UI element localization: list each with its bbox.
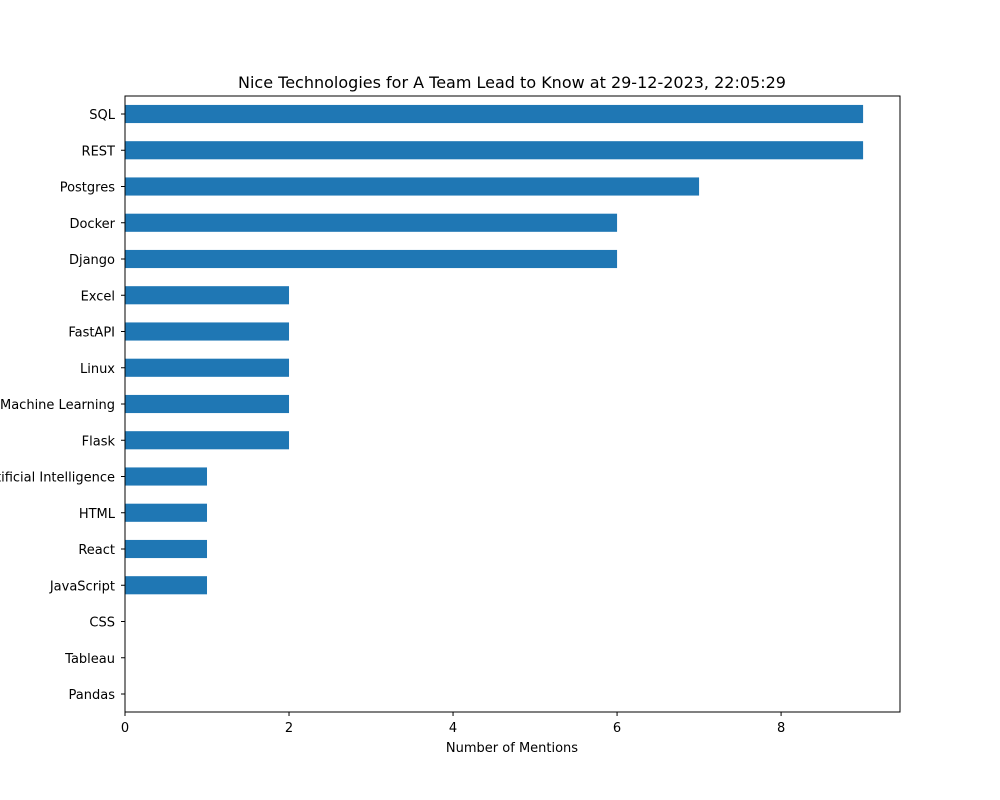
bar-sql bbox=[125, 104, 864, 124]
bar-machine-learning bbox=[125, 394, 290, 414]
y-tick-label: Docker bbox=[69, 217, 115, 232]
y-tick-label: CSS bbox=[89, 616, 115, 631]
y-tick-label: Linux bbox=[80, 362, 115, 377]
y-tick-label: Pandas bbox=[69, 688, 116, 703]
y-tick-label: Postgres bbox=[60, 181, 116, 196]
y-tick-label: REST bbox=[82, 144, 115, 159]
y-tick-label: HTML bbox=[79, 507, 116, 522]
x-tick-label: 2 bbox=[285, 721, 293, 736]
y-tick-label: SQL bbox=[89, 108, 115, 123]
bar-rest bbox=[125, 141, 864, 160]
bar-html bbox=[125, 503, 208, 522]
x-tick-label: 8 bbox=[777, 721, 785, 736]
y-tick-label: Artificial Intelligence bbox=[0, 471, 115, 486]
bar-excel bbox=[125, 286, 290, 305]
bar-postgres bbox=[125, 177, 700, 196]
y-tick-label: Tableau bbox=[64, 652, 115, 667]
bar-docker bbox=[125, 213, 618, 232]
y-tick-label: JavaScript bbox=[49, 579, 115, 594]
x-axis: 0 2 4 6 8 bbox=[121, 712, 785, 736]
x-tick-label: 0 bbox=[121, 721, 129, 736]
x-tick-label: 6 bbox=[613, 721, 621, 736]
y-tick-label: Excel bbox=[81, 289, 115, 304]
y-tick-label: Django bbox=[69, 253, 115, 268]
bar-linux bbox=[125, 358, 290, 377]
bar-flask bbox=[125, 431, 290, 450]
bar-javascript bbox=[125, 576, 208, 595]
bar-react bbox=[125, 539, 208, 559]
bar-django bbox=[125, 249, 618, 269]
y-tick-label: Machine Learning bbox=[0, 398, 115, 413]
bars-group bbox=[125, 104, 864, 595]
bar-artificial-intelligence bbox=[125, 467, 208, 486]
x-axis-label: Number of Mentions bbox=[446, 741, 578, 756]
y-axis: SQL REST Postgres Docker Django Excel FastAPI L… bbox=[0, 108, 125, 703]
y-tick-label: FastAPI bbox=[68, 326, 115, 341]
chart-title: Nice Technologies for A Team Lead to Kno… bbox=[238, 73, 786, 92]
bar-fastapi bbox=[125, 322, 290, 341]
y-tick-label: Flask bbox=[82, 434, 116, 449]
y-tick-label: React bbox=[78, 543, 115, 558]
x-tick-label: 4 bbox=[449, 721, 457, 736]
